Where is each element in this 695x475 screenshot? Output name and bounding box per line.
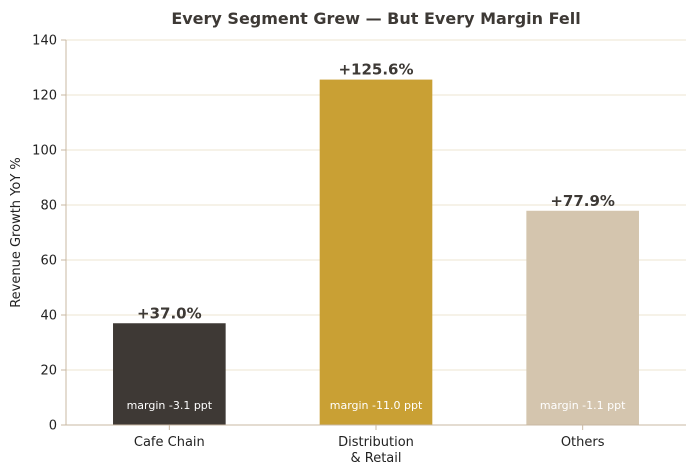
margin-label: margin -3.1 ppt (127, 399, 213, 412)
bar (526, 210, 639, 425)
y-tick-label: 80 (40, 199, 57, 214)
x-tick-label: Distribution (338, 435, 414, 450)
bars (113, 79, 639, 425)
x-tick-label: Others (561, 435, 605, 450)
y-tick-label: 20 (40, 364, 57, 379)
bar (113, 323, 226, 425)
y-tick-label: 100 (32, 144, 57, 159)
value-label: +77.9% (550, 192, 615, 210)
value-label: +37.0% (137, 304, 202, 322)
data-labels: +37.0% margin -3.1 ppt +125.6% margin -11.0… (127, 61, 627, 412)
x-tick-label: Cafe Chain (134, 435, 205, 450)
margin-label: margin -1.1 ppt (540, 399, 626, 412)
y-tick-label: 140 (32, 34, 57, 49)
tick-labels: 0 20 40 60 80 100 120 140 Cafe Chain Distribution… (32, 34, 605, 467)
y-tick-label: 60 (40, 254, 57, 269)
margin-label: margin -11.0 ppt (330, 399, 423, 412)
y-tick-label: 120 (32, 89, 57, 104)
y-tick-label: 40 (40, 309, 57, 324)
chart-title: Every Segment Grew — But Every Margin Fe… (171, 9, 580, 28)
y-axis-title: Revenue Growth YoY % (9, 157, 24, 308)
y-tick-label: 0 (49, 419, 57, 434)
x-tick-label: & Retail (350, 451, 401, 466)
bar (319, 79, 433, 425)
value-label: +125.6% (338, 61, 413, 79)
